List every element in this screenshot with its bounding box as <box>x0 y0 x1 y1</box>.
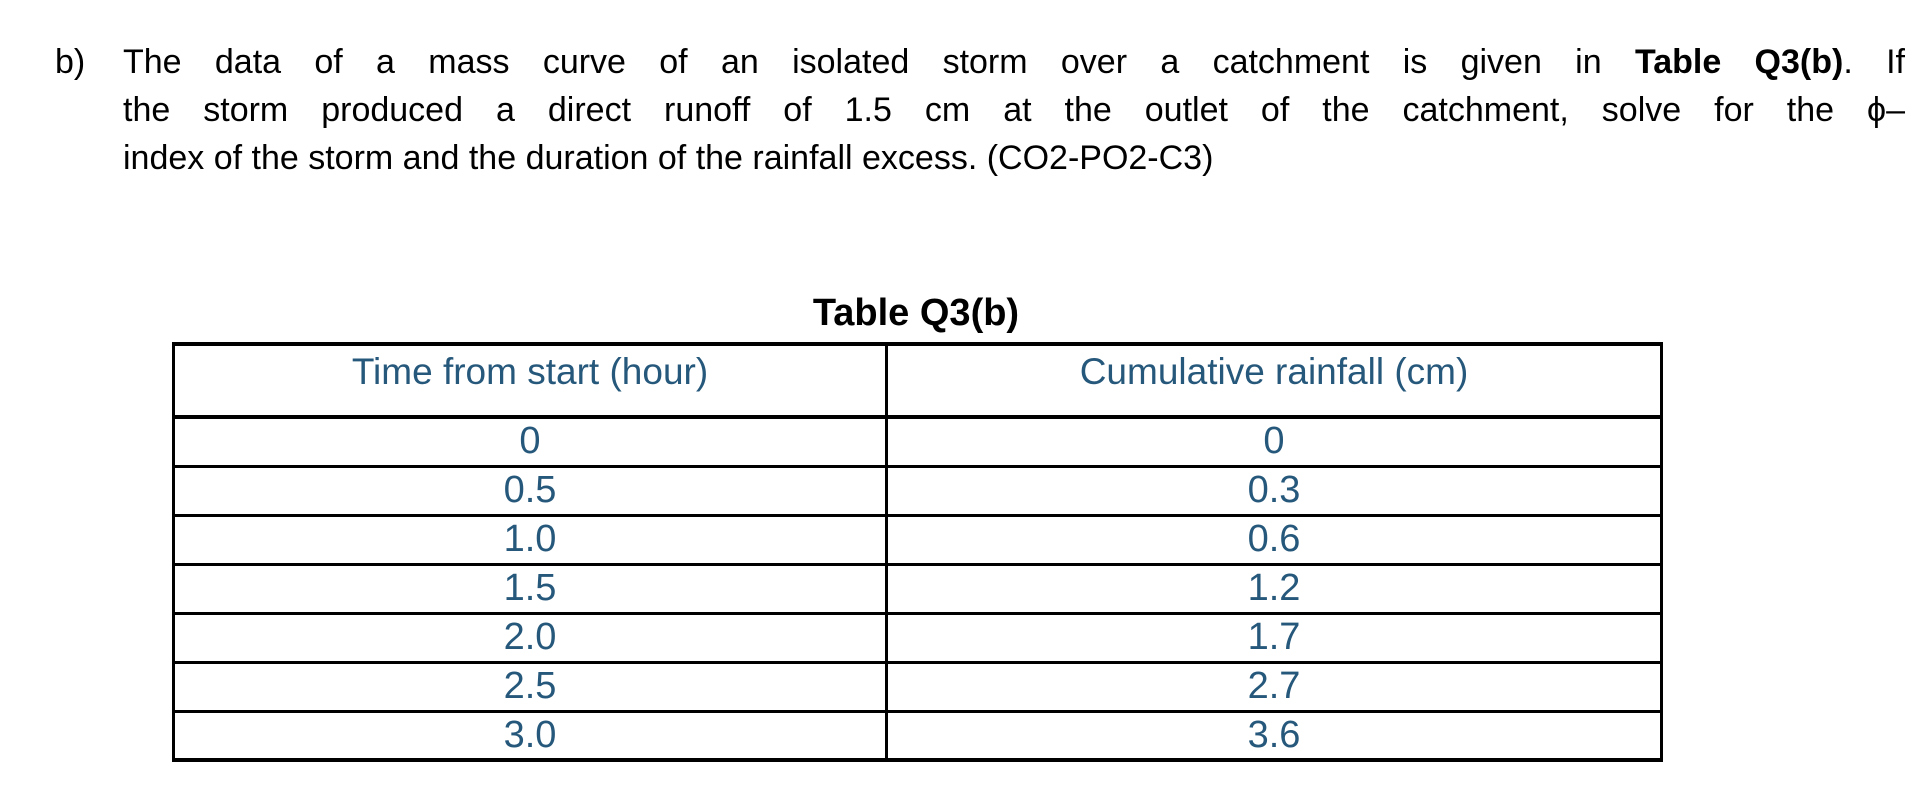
table-reference-bold: Table Q3(b) <box>1634 43 1844 81</box>
time-cell: 1.5 <box>172 562 888 615</box>
rainfall-cell: 1.7 <box>885 611 1663 664</box>
question-text: The data of a mass curve of an isolated … <box>123 38 1905 182</box>
time-cell: 2.5 <box>172 660 888 713</box>
table-title: Table Q3(b) <box>812 292 1020 334</box>
column-header-time: Time from start (hour) <box>172 342 888 419</box>
table-row: 3.0 3.6 <box>172 709 1663 762</box>
time-cell: 2.0 <box>172 611 888 664</box>
question-paragraph: b) The data of a mass curve of an isolat… <box>55 38 1905 182</box>
table-row: 0 0 <box>172 415 1663 468</box>
time-cell: 0 <box>172 415 888 468</box>
rainfall-data-table: Time from start (hour) Cumulative rainfa… <box>172 342 1663 762</box>
time-cell: 1.0 <box>172 513 888 566</box>
list-marker: b) <box>55 43 86 81</box>
time-cell: 3.0 <box>172 709 888 762</box>
table-row: 1.5 1.2 <box>172 562 1663 615</box>
rainfall-cell: 2.7 <box>885 660 1663 713</box>
question-line-3: index of the storm and the duration of t… <box>123 139 1214 177</box>
question-line-1-post: . If <box>1843 43 1905 81</box>
table-row: 0.5 0.3 <box>172 464 1663 517</box>
table-row: 1.0 0.6 <box>172 513 1663 566</box>
rainfall-cell: 0.3 <box>885 464 1663 517</box>
column-header-rainfall: Cumulative rainfall (cm) <box>885 342 1663 419</box>
time-cell: 0.5 <box>172 464 888 517</box>
rainfall-cell: 1.2 <box>885 562 1663 615</box>
rainfall-cell: 3.6 <box>885 709 1663 762</box>
question-line-1-pre: The data of a mass curve of an isolated … <box>123 43 1635 81</box>
rainfall-cell: 0 <box>885 415 1663 468</box>
table-row: 2.0 1.7 <box>172 611 1663 664</box>
header-row: Time from start (hour) Cumulative rainfa… <box>172 342 1663 419</box>
rainfall-cell: 0.6 <box>885 513 1663 566</box>
table-row: 2.5 2.7 <box>172 660 1663 713</box>
question-line-2: the storm produced a direct runoff of 1.… <box>123 91 1905 129</box>
question-line-1: The data of a mass curve of an isolated … <box>123 38 1905 86</box>
